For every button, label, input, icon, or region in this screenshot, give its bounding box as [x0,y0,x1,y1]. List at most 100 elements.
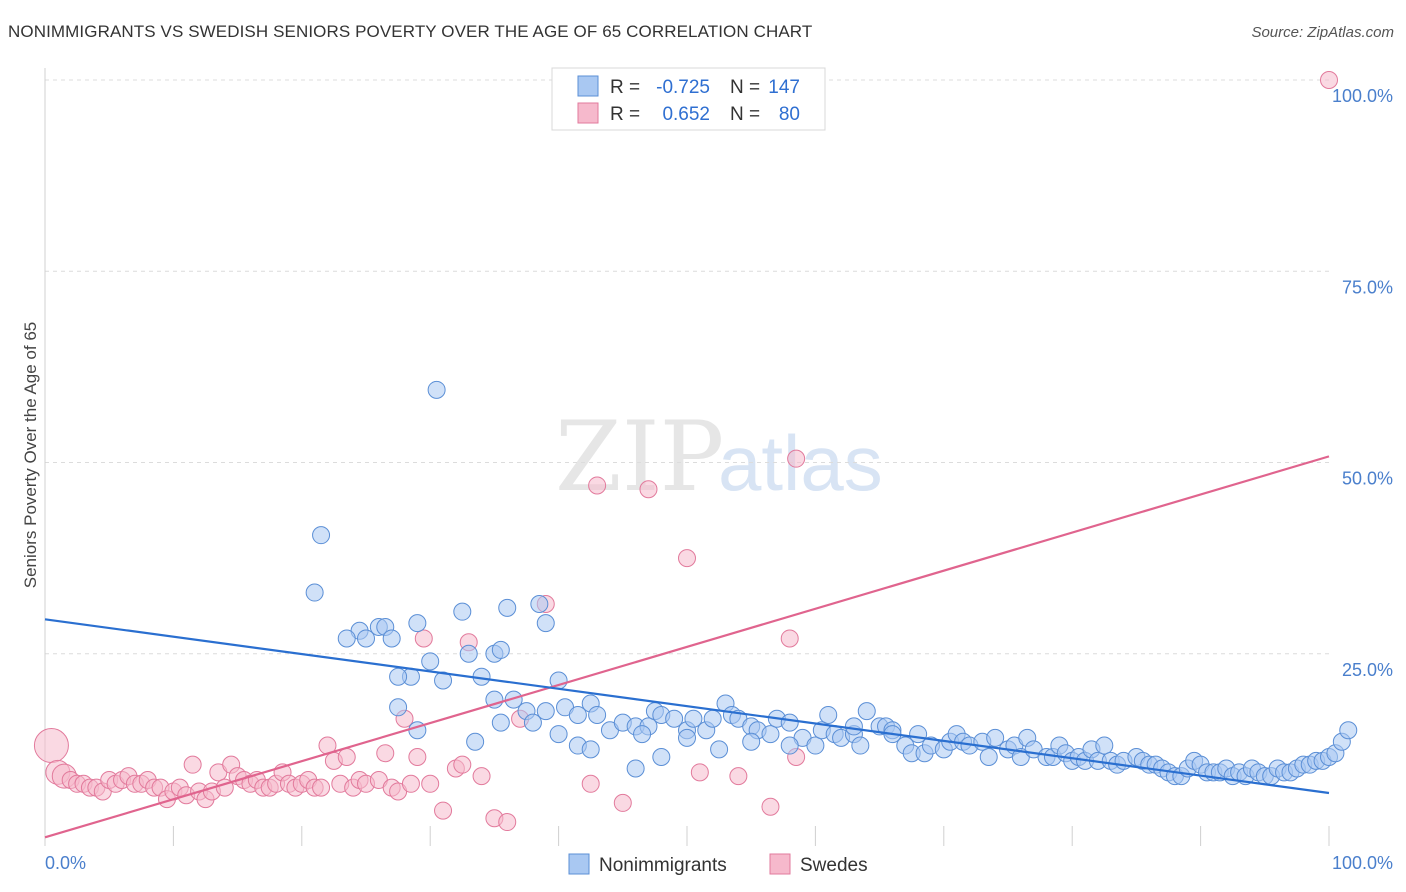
nonimmigrants-point-10 [453,602,472,621]
swedes-point-23 [183,755,202,774]
nonimmigrants-point-14 [536,614,555,633]
nonimmigrants-point-2 [305,583,324,602]
swedes-point-56 [401,774,420,793]
swedes-points [33,71,1338,832]
swedes-point-59 [421,774,440,793]
nonimmigrants-point-7 [382,629,401,648]
swedes-trend-line [44,455,1330,839]
swedes-point-72 [639,480,658,499]
legend-n-value-2: 80 [779,104,800,125]
swedes-point-73 [678,549,696,568]
nonimmigrants-point-131 [491,713,510,732]
nonimmigrants-point-52 [819,705,838,724]
x-tick-label-1: 100.0% [1332,853,1393,873]
nonimmigrants-point-4 [357,629,375,648]
nonimmigrants-point-9 [498,598,517,617]
nonimmigrants-point-126 [337,629,356,648]
nonimmigrants-point-142 [844,717,863,736]
correlation-legend: R = -0.725 N = 147 R = 0.652 N = 80 [551,67,826,131]
legend-n-value-1: 147 [768,77,800,98]
nonimmigrants-point-13 [530,595,549,614]
watermark: ZIP atlas [555,401,883,513]
nonimmigrants-point-40 [703,709,722,728]
swedes-point-0 [1320,71,1338,89]
swedes-point-64 [472,767,491,786]
nonimmigrants-points [305,380,1358,786]
nonimmigrants-point-132 [549,725,568,744]
nonimmigrants-point-21 [485,690,504,709]
nonimmigrants-point-137 [652,748,671,767]
legend-r-value-2: 0.652 [662,104,710,125]
swedes-point-79 [787,449,806,468]
bottom-legend-label-swedes: Swedes [800,855,868,876]
y-tick-label-0: 25.0% [1342,660,1393,680]
bottom-legend-swatch-nonimmigrants [568,853,590,875]
legend-swatch-nonimmigrants [577,75,599,97]
legend-n-label-1: N = [730,77,760,98]
nonimmigrants-point-24 [523,713,542,732]
nonimmigrants-point-27 [568,705,587,724]
legend-r-label-1: R = [610,77,640,98]
nonimmigrants-point-141 [780,736,799,755]
nonimmigrants-point-46 [761,725,780,744]
y-axis-label: Seniors Poverty Over the Age of 65 [21,322,40,588]
legend-r-label-2: R = [610,104,640,125]
bottom-legend-label-nonimmigrants: Nonimmigrants [599,855,727,876]
trend-lines [44,455,1330,839]
y-tick-label-2: 75.0% [1342,277,1393,297]
swedes-point-52 [376,744,395,763]
nonimmigrants-point-125 [1339,721,1358,740]
nonimmigrants-point-135 [626,759,645,778]
nonimmigrants-point-56 [851,736,870,755]
swedes-point-74 [690,763,709,782]
nonimmigrants-point-130 [466,732,485,751]
grid [45,79,1329,655]
swedes-point-1 [33,728,69,764]
nonimmigrants-point-138 [678,728,696,747]
swedes-point-57 [408,748,427,767]
swedes-point-75 [729,767,748,786]
nonimmigrants-point-129 [389,698,408,717]
nonimmigrants-point-0 [427,380,446,399]
nonimmigrants-trend-line [44,618,1330,795]
swedes-point-77 [780,629,799,648]
nonimmigrants-point-140 [742,732,761,751]
swedes-point-70 [588,476,607,495]
series-legend: Nonimmigrants Swedes [568,853,868,876]
nonimmigrants-point-17 [421,652,440,671]
nonimmigrants-point-38 [684,709,703,728]
swedes-point-43 [312,778,331,797]
nonimmigrants-point-18 [434,671,453,690]
swedes-point-66 [498,813,517,832]
nonimmigrants-point-57 [857,702,876,721]
y-tick-label-1: 50.0% [1342,469,1393,489]
nonimmigrants-point-73 [986,728,1005,747]
swedes-point-69 [581,774,600,793]
nonimmigrants-point-134 [581,740,600,759]
legend-r-value-1: -0.725 [656,77,710,98]
nonimmigrants-point-36 [665,709,684,728]
nonimmigrants-point-48 [780,713,799,732]
nonimmigrants-point-8 [408,614,427,633]
legend-n-label-2: N = [730,104,760,125]
nonimmigrants-point-127 [389,667,408,686]
legend-swatch-swedes [577,102,599,124]
x-tick-label-0: 0.0% [45,853,86,873]
swedes-point-71 [613,793,632,812]
nonimmigrants-point-12 [491,640,510,659]
chart-title: NONIMMIGRANTS VS SWEDISH SENIORS POVERTY… [8,22,813,41]
axes [44,68,1330,846]
nonimmigrants-point-19 [459,644,478,663]
nonimmigrants-point-50 [806,736,825,755]
nonimmigrants-point-72 [979,748,998,767]
nonimmigrants-point-88 [1095,736,1114,755]
swedes-point-58 [414,629,433,648]
watermark-zip: ZIP [555,401,724,513]
nonimmigrants-point-1 [312,526,331,545]
swedes-point-60 [434,801,453,820]
swedes-point-76 [761,797,780,816]
nonimmigrants-point-29 [588,705,607,724]
nonimmigrants-point-25 [536,702,555,721]
swedes-point-47 [337,748,356,767]
